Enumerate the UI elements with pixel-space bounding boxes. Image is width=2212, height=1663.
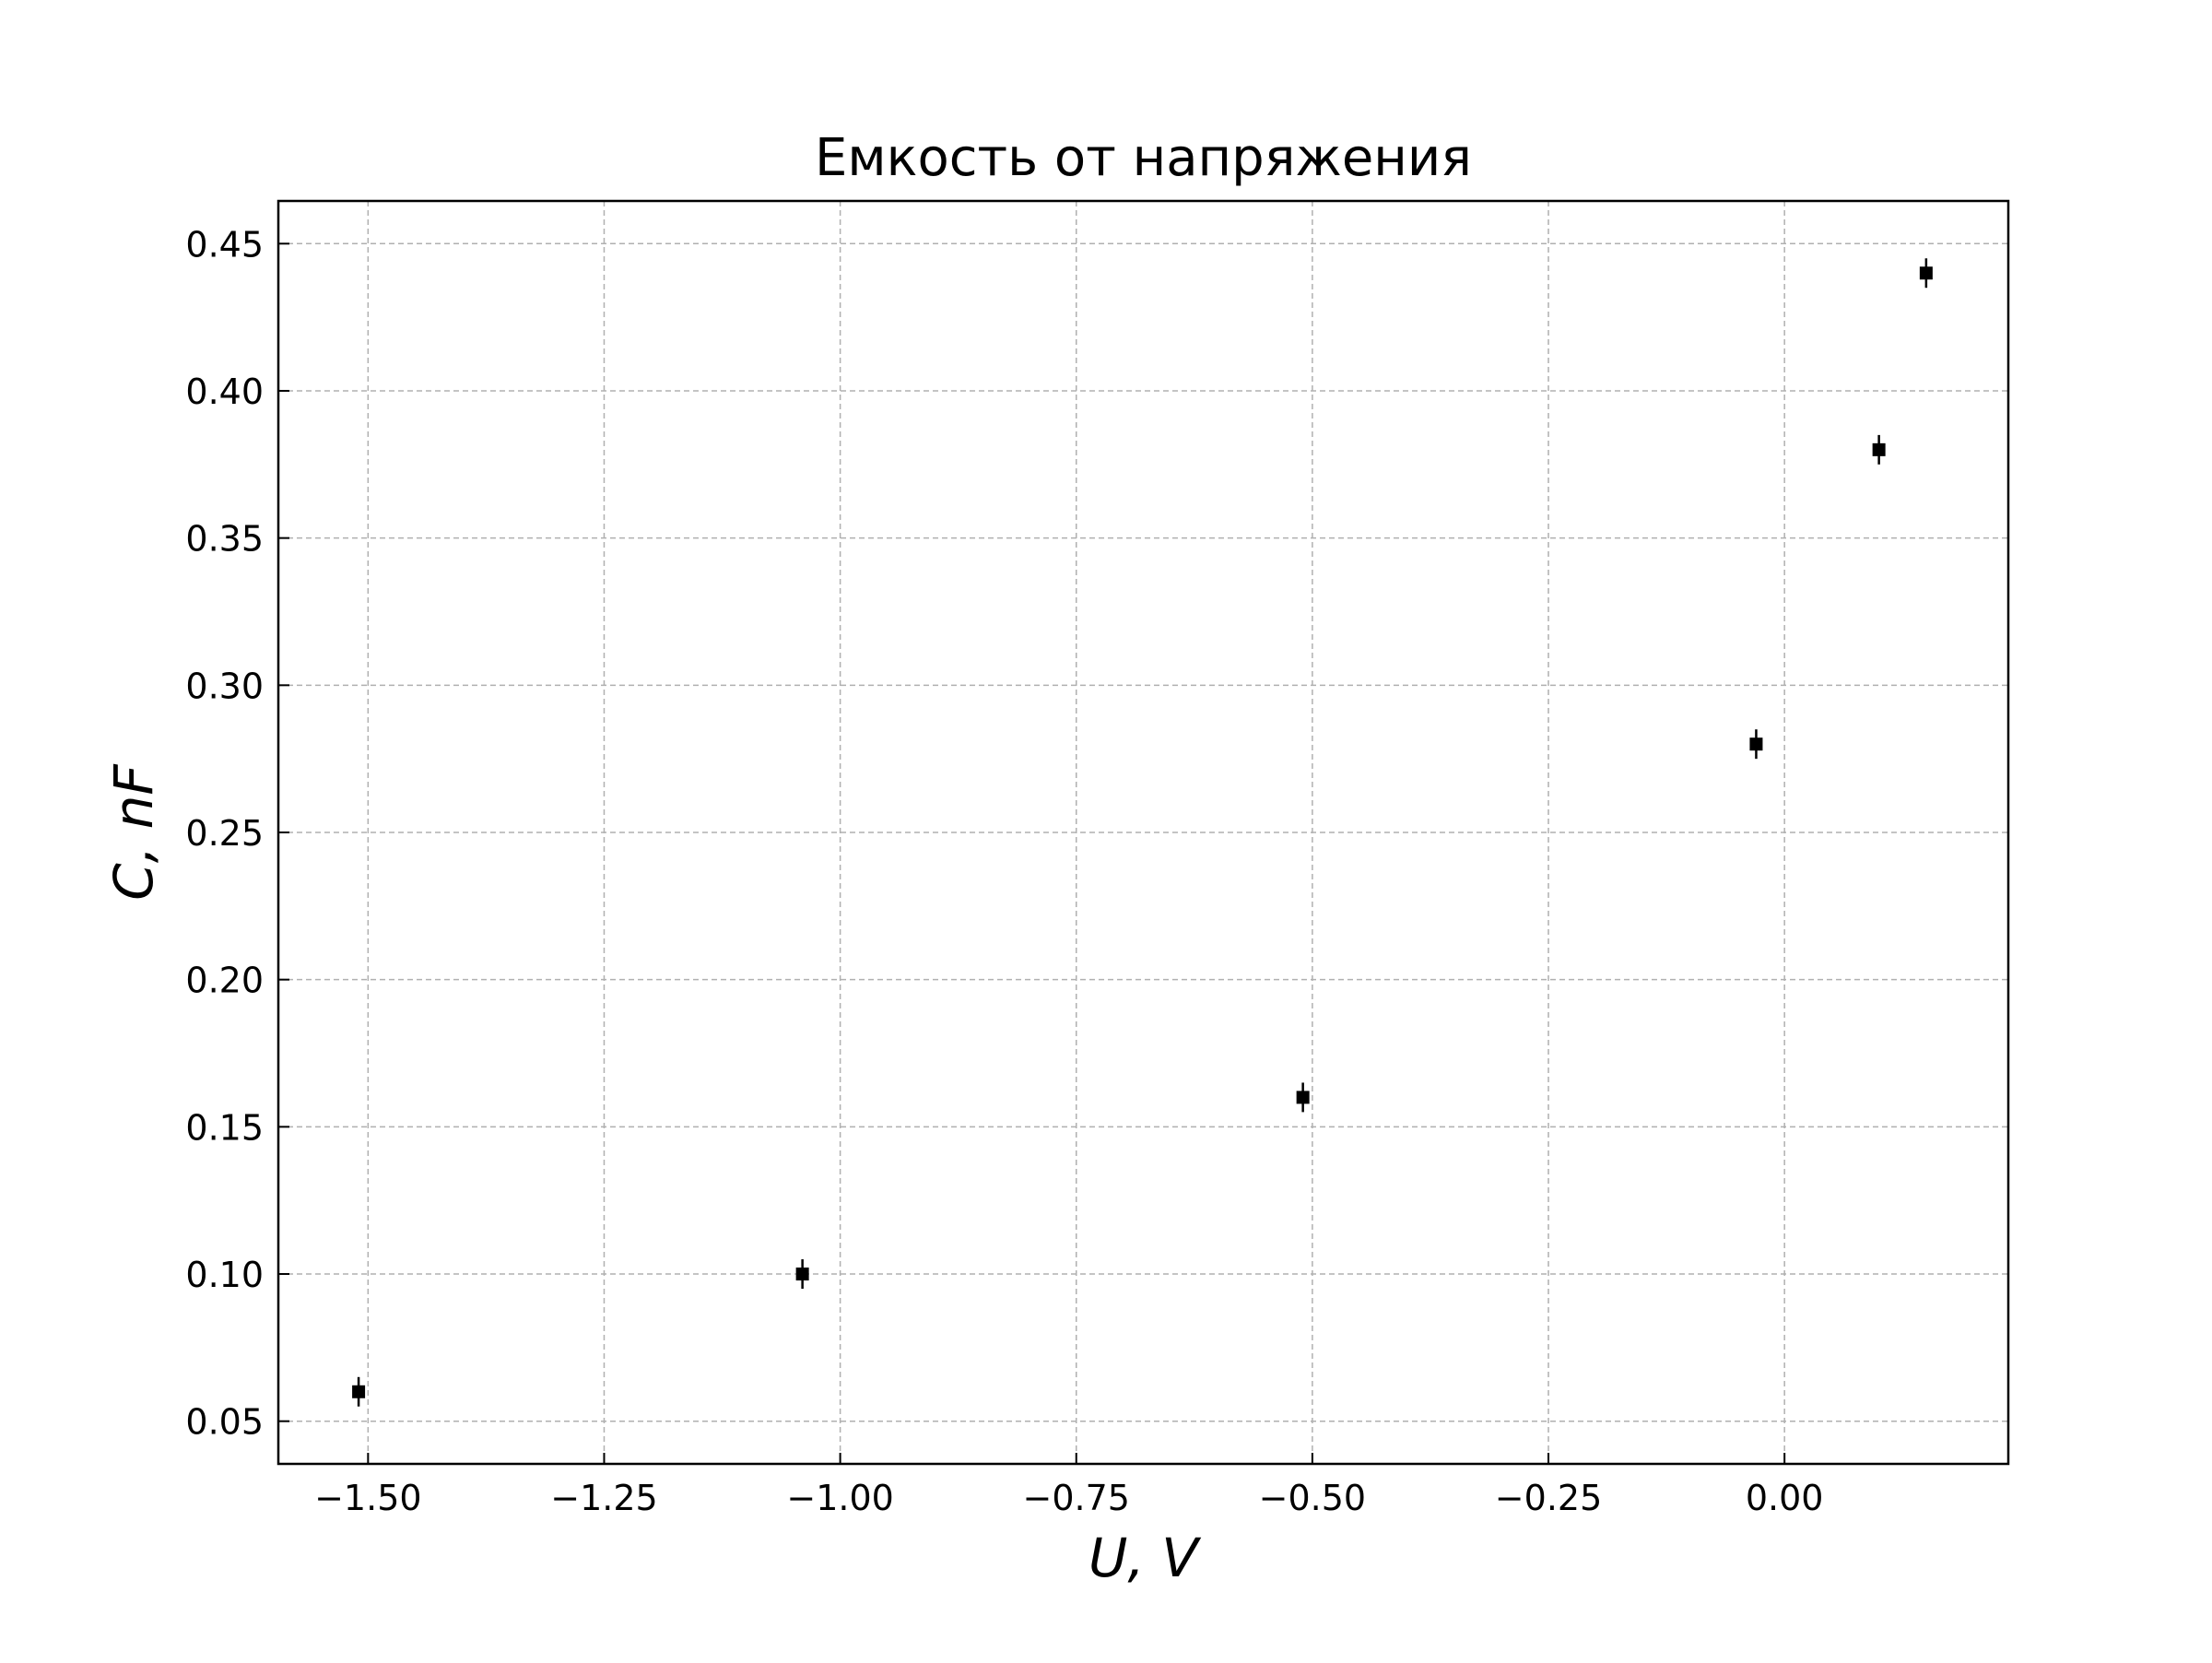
x-tick-label: −1.25 [550, 1478, 657, 1518]
x-tick-label: −0.50 [1259, 1478, 1366, 1518]
x-tick-label: −0.75 [1023, 1478, 1130, 1518]
y-tick-label: 0.10 [185, 1255, 264, 1295]
y-tick-label: 0.35 [185, 519, 264, 560]
y-tick-label: 0.05 [185, 1402, 264, 1443]
y-tick-label: 0.20 [185, 961, 264, 1001]
y-tick-label: 0.15 [185, 1107, 264, 1148]
y-axis-label: C, nF [102, 763, 165, 901]
y-tick-label: 0.30 [185, 666, 264, 706]
x-tick-label: −1.50 [314, 1478, 421, 1518]
x-tick-label: 0.00 [1746, 1478, 1824, 1518]
data-point [1872, 442, 1886, 456]
x-tick-label: −1.00 [786, 1478, 893, 1518]
ticks: −1.50 −1.25 −1.00 −0.75 −0.50 −0.25 0.00 0.05 0.… [185, 224, 1823, 1518]
y-tick-label: 0.40 [185, 372, 264, 412]
y-tick-label: 0.25 [185, 813, 264, 854]
data-point [1296, 1091, 1310, 1104]
data-point [1919, 266, 1933, 280]
y-tick-label: 0.45 [185, 224, 264, 265]
data-point [352, 1385, 366, 1398]
chart-title: Емкость от напряжения [815, 128, 1472, 188]
x-tick-label: −0.25 [1495, 1478, 1602, 1518]
data-point [795, 1268, 809, 1281]
data-point [1749, 737, 1763, 751]
grid [278, 201, 2008, 1464]
data-points [352, 258, 1933, 1407]
x-axis-label: U, V [1088, 1527, 1202, 1589]
